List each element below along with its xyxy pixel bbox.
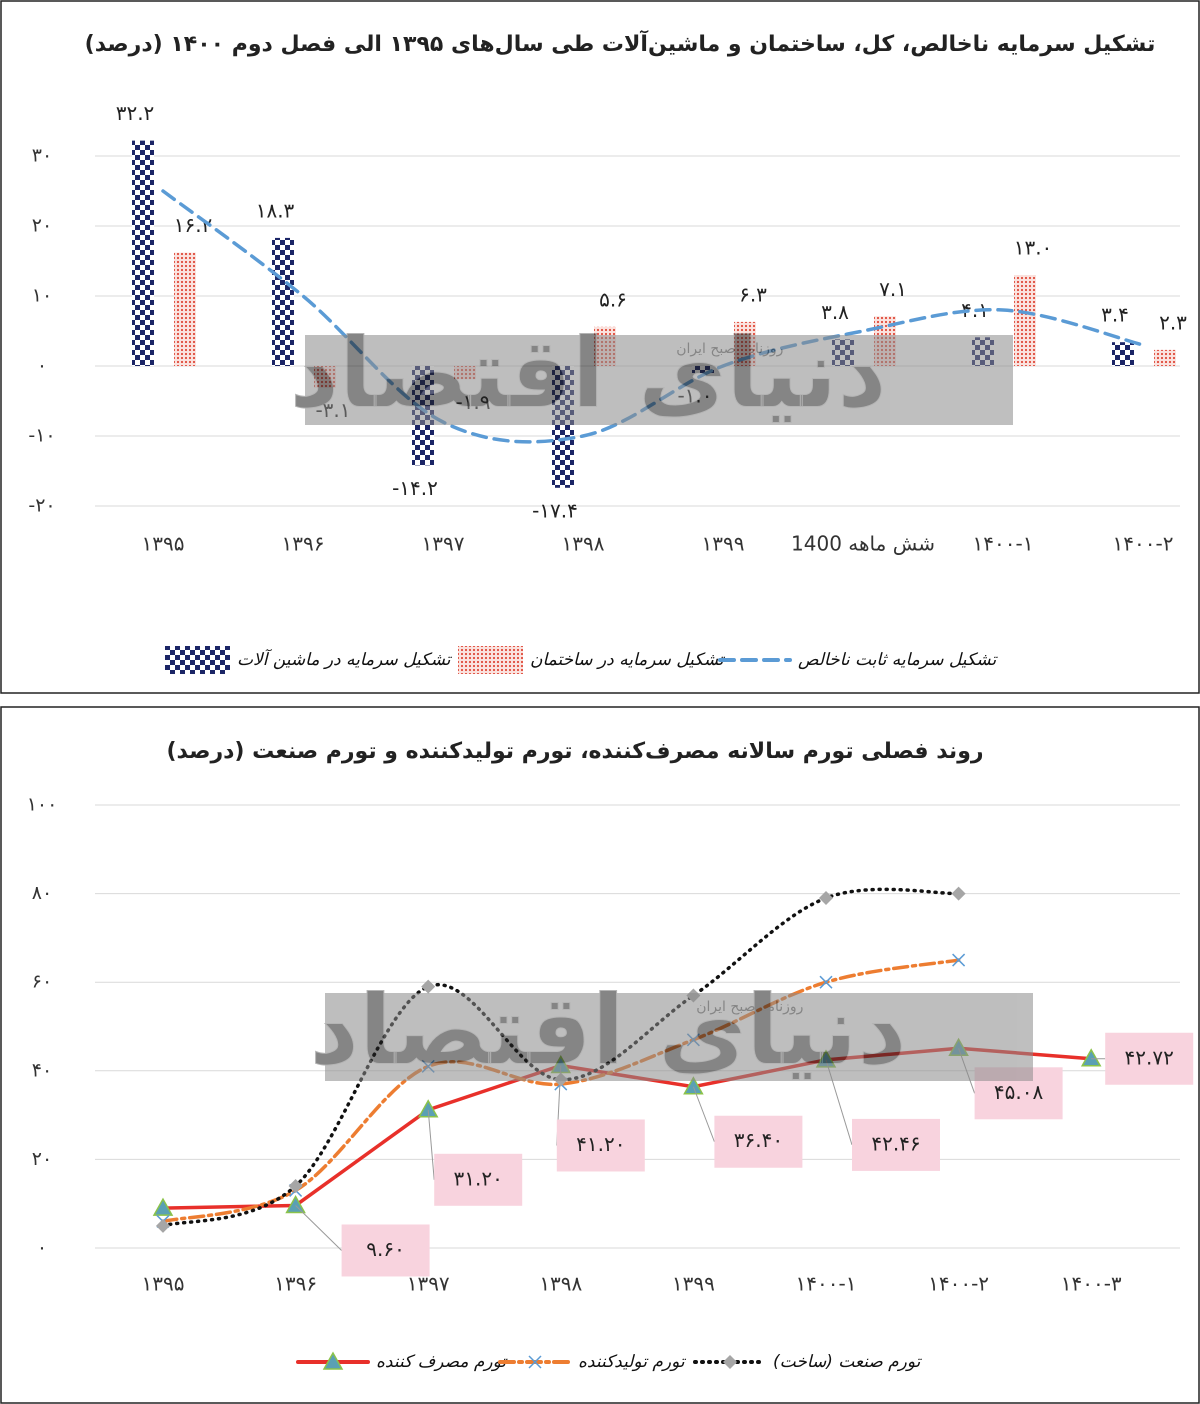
legend-label: تشکیل سرمایه ثابت ناخالص <box>798 650 998 670</box>
data-label: ۵.۶ <box>599 287 627 311</box>
legend-label: تورم تولیدکننده <box>578 1352 687 1372</box>
data-label: ۴۵.۰۸ <box>994 1080 1044 1104</box>
point-marker <box>819 891 833 906</box>
y-tick-label: ۱۰ <box>32 285 52 307</box>
x-tick-label: ۱۴۰۰-۲ <box>1113 532 1174 556</box>
chart-title: روند فصلی تورم سالانه مصرف‌کننده، تورم ت… <box>166 739 983 764</box>
x-tick-label: ۱۳۹۸ <box>539 1272 582 1296</box>
data-label: ۳۱.۲۰ <box>454 1166 503 1190</box>
data-label: -۱۷.۴ <box>532 498 578 522</box>
bar <box>1014 275 1036 366</box>
bar <box>174 252 196 366</box>
data-label: ۳.۴ <box>1101 303 1129 327</box>
bar <box>1154 349 1176 366</box>
x-tick-label: ۱۳۹۵ <box>142 1272 185 1296</box>
x-tick-label: شش ماهه 1400 <box>791 532 935 556</box>
data-label: ۳۶.۴۰ <box>734 1128 783 1152</box>
label-box <box>556 1119 645 1172</box>
data-label: ۱۸.۳ <box>256 198 295 222</box>
x-tick-label: ۱۴۰۰-۱ <box>796 1272 857 1296</box>
y-tick-label: ۳۰ <box>32 145 52 167</box>
x-tick-label: ۱۳۹۶ <box>282 532 325 556</box>
point-marker <box>322 1351 344 1370</box>
bar <box>1112 342 1134 366</box>
data-label: ۷.۱ <box>879 277 907 301</box>
y-tick-label: ۸۰ <box>32 882 52 904</box>
point-marker <box>951 886 966 901</box>
data-label: ۴۲.۷۲ <box>1125 1045 1174 1069</box>
chart: روند فصلی تورم سالانه مصرف‌کننده، تورم ت… <box>27 739 1194 1372</box>
chart-title: تشکیل سرمایه ناخالص، کل، ساختمان و ماشین… <box>85 29 1156 57</box>
label-box <box>1105 1032 1194 1085</box>
data-label: ۳.۸ <box>821 300 849 324</box>
legend-label: تورم صنعت (ساخت) <box>773 1352 923 1372</box>
legend-swatch <box>165 646 230 674</box>
data-label: -۱۴.۲ <box>392 476 438 500</box>
legend-swatch <box>458 646 523 674</box>
point-marker <box>528 1355 542 1369</box>
y-tick-label: ۲۰ <box>32 1148 52 1170</box>
x-tick-label: ۱۴۰۰-۳ <box>1061 1272 1122 1296</box>
legend-label: تشکیل سرمایه در ساختمان <box>530 650 726 670</box>
point-marker <box>723 1355 737 1369</box>
x-tick-label: ۱۳۹۸ <box>562 532 605 556</box>
y-tick-label: ۰ <box>37 355 47 377</box>
watermark-band <box>305 335 1013 425</box>
leader-line <box>692 1086 715 1142</box>
x-tick-label: ۱۴۰۰-۲ <box>928 1272 989 1296</box>
label-box <box>714 1115 803 1168</box>
data-label: ۳۲.۲ <box>116 101 155 125</box>
x-tick-label: ۱۳۹۷ <box>422 532 465 556</box>
point-marker <box>819 975 833 989</box>
y-tick-label: -۱۰ <box>28 425 55 447</box>
legend-label: تشکیل سرمایه در ماشین آلات <box>237 649 453 670</box>
watermark-text: دنیای اقتصاد <box>290 317 887 429</box>
point-marker <box>285 1194 306 1214</box>
bar <box>272 237 294 366</box>
y-tick-label: ۴۰ <box>32 1059 52 1081</box>
label-box <box>341 1224 430 1277</box>
series-line <box>161 189 1145 444</box>
point-marker <box>1080 1048 1102 1067</box>
data-label: ۴۲.۴۶ <box>871 1131 920 1155</box>
y-tick-label: ۱۰۰ <box>27 794 58 816</box>
label-box <box>852 1118 940 1171</box>
watermark-text: دنیای اقتصاد <box>310 974 907 1086</box>
leader-line <box>295 1205 342 1251</box>
data-label: ۶.۳ <box>739 282 767 306</box>
x-tick-label: ۱۳۹۹ <box>702 532 745 556</box>
x-tick-label: ۱۳۹۹ <box>672 1272 715 1296</box>
data-label: ۱۳.۰ <box>1014 236 1053 260</box>
point-marker <box>417 1099 439 1118</box>
label-box <box>434 1153 523 1206</box>
watermark-subtext: روزنامه صبح ایران <box>696 999 803 1015</box>
point-marker <box>421 979 436 994</box>
x-tick-label: ۱۳۹۶ <box>274 1272 317 1296</box>
x-tick-label: ۱۳۹۵ <box>142 532 185 556</box>
y-tick-label: -۲۰ <box>28 495 55 517</box>
leader-line <box>427 1109 435 1180</box>
y-tick-label: ۶۰ <box>32 971 52 993</box>
point-marker <box>156 1218 170 1233</box>
point-marker <box>288 1178 303 1193</box>
x-tick-label: ۱۴۰۰-۱ <box>973 532 1034 556</box>
data-label: ۱۶.۲ <box>174 213 213 237</box>
point-marker <box>952 953 966 967</box>
data-label: ۹.۶۰ <box>366 1237 405 1261</box>
y-tick-label: ۲۰ <box>32 215 52 237</box>
point-marker <box>152 1197 174 1216</box>
point-marker <box>683 1076 704 1095</box>
bar <box>132 140 154 366</box>
legend-label: تورم مصرف کننده <box>376 1352 508 1372</box>
data-label: ۴۱.۲۰ <box>576 1132 625 1156</box>
data-label: ۲.۳ <box>1159 310 1187 334</box>
y-tick-label: ۰ <box>37 1237 47 1259</box>
watermark-band <box>325 993 1033 1081</box>
watermark-subtext: روزنامه صبح ایران <box>676 341 783 357</box>
